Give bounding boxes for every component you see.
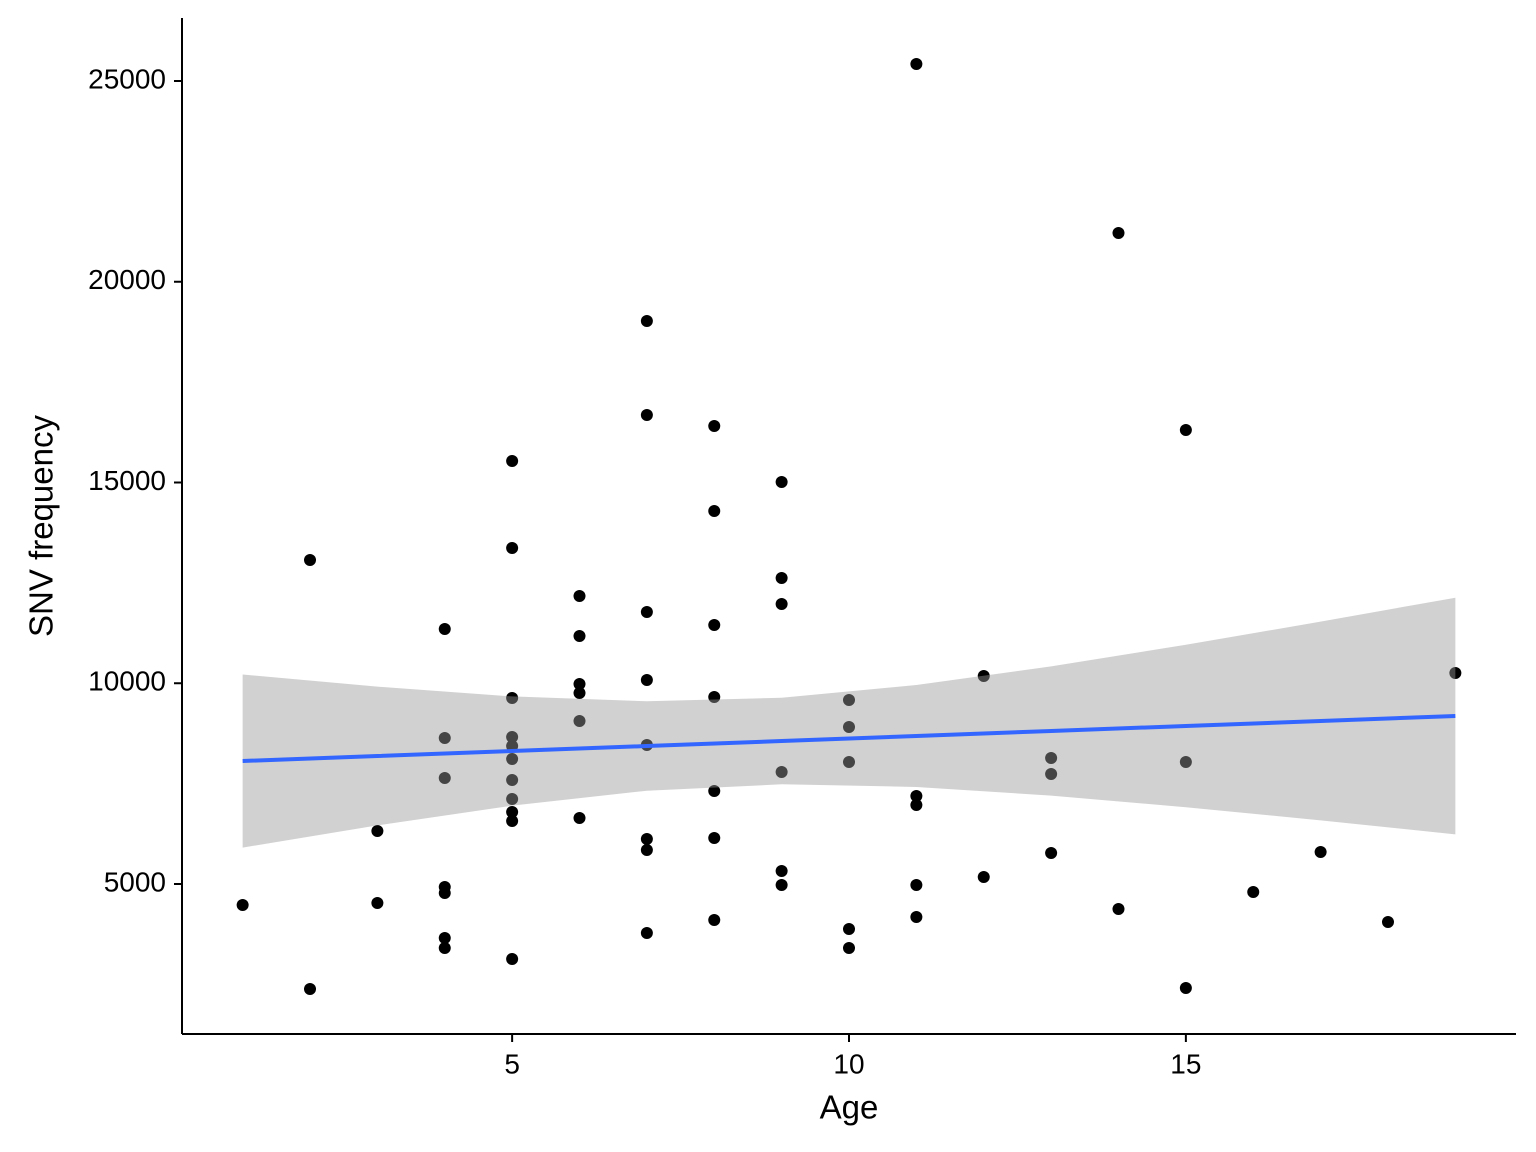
point [977, 871, 990, 884]
point [506, 541, 519, 554]
point [573, 629, 586, 642]
point [843, 693, 855, 706]
point [775, 476, 788, 489]
point [236, 898, 249, 911]
point [843, 923, 855, 936]
point [1045, 767, 1058, 780]
point [775, 765, 788, 778]
point [1179, 755, 1192, 768]
point [506, 731, 519, 744]
point [1045, 847, 1058, 860]
point [371, 825, 384, 838]
point [708, 618, 721, 631]
point [1179, 981, 1192, 994]
point [708, 690, 721, 703]
fit-line [242, 714, 1456, 764]
point [506, 952, 519, 965]
y-tick-label: 20000 [88, 264, 166, 295]
y-tick-label: 10000 [88, 666, 166, 697]
point [506, 753, 519, 766]
point [573, 687, 586, 700]
point [910, 58, 923, 71]
x-tick-label: 15 [1170, 1048, 1201, 1079]
point [304, 982, 317, 995]
point [640, 926, 653, 939]
point [910, 798, 923, 811]
point [573, 678, 586, 691]
y-tick-label: 15000 [88, 465, 166, 496]
point [304, 553, 317, 566]
point [573, 714, 586, 727]
point [438, 886, 451, 899]
point [506, 691, 519, 704]
point [506, 774, 519, 787]
point [640, 409, 653, 422]
point [1314, 845, 1327, 858]
point [977, 669, 990, 682]
point [775, 879, 788, 892]
confidence-band [242, 597, 1456, 848]
point [640, 314, 653, 327]
point [506, 815, 519, 828]
point [506, 806, 519, 819]
point [1247, 885, 1260, 898]
y-tick-label: 5000 [104, 866, 166, 897]
point [708, 505, 721, 518]
x-axis-title: Age [820, 1089, 879, 1126]
x-tick-label: 10 [833, 1048, 864, 1079]
point [708, 420, 721, 433]
point [506, 793, 519, 806]
point [438, 772, 451, 785]
point [910, 911, 923, 924]
point [910, 879, 923, 892]
point [1179, 423, 1192, 436]
point [438, 732, 451, 745]
point [775, 864, 788, 877]
point [708, 831, 721, 844]
point [1381, 915, 1394, 928]
x-tick-label: 5 [504, 1048, 520, 1079]
point [1449, 667, 1462, 680]
point [438, 932, 451, 945]
point [506, 455, 519, 468]
point [775, 597, 788, 610]
point [573, 590, 586, 603]
point [371, 896, 384, 909]
point [708, 914, 721, 927]
point [843, 721, 855, 734]
point [843, 755, 855, 768]
point [640, 832, 653, 845]
y-tick-label: 25000 [88, 63, 166, 94]
point [1045, 752, 1058, 765]
point [708, 785, 721, 798]
point [640, 843, 653, 856]
point [438, 941, 451, 954]
point [640, 605, 653, 618]
point [573, 811, 586, 824]
y-axis-title: SNV frequency [23, 415, 60, 637]
point [910, 789, 923, 802]
point [640, 673, 653, 686]
point [1112, 227, 1125, 240]
point [438, 623, 451, 636]
point [1112, 903, 1125, 916]
point [843, 941, 855, 954]
point [775, 572, 788, 585]
